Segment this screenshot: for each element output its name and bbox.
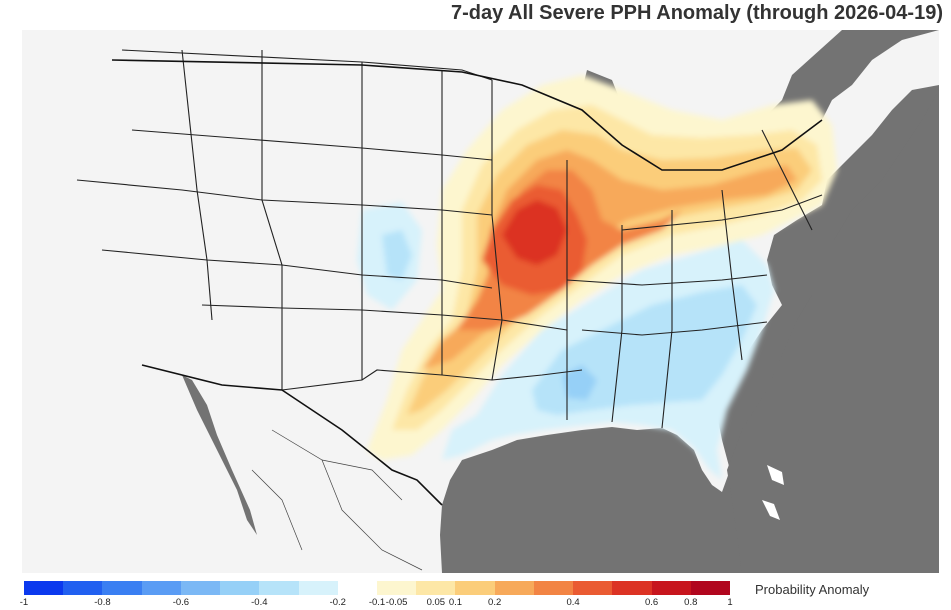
map-panel: [22, 30, 939, 573]
anomaly-layer: [357, 75, 837, 480]
map-title: 7-day All Severe PPH Anomaly (through 20…: [450, 2, 943, 24]
colorbar-swatch: [376, 581, 417, 595]
gulf-of-california: [182, 375, 257, 535]
colorbar-swatch: [141, 581, 181, 595]
bahamas: [762, 465, 784, 520]
state-borders: [76, 49, 823, 429]
colorbar-swatch: [690, 581, 730, 595]
colorbar-swatch: [259, 581, 299, 595]
colorbar-swatch: [573, 581, 613, 595]
negative-anomaly-core: [562, 365, 597, 400]
colorbar-tick-label: 1: [727, 597, 733, 608]
colorbar-swatch: [24, 581, 64, 595]
atlantic-ocean: [727, 90, 939, 573]
colorbar-swatch: [337, 581, 377, 595]
colorbar-tick-label: 0.1: [448, 597, 463, 608]
colorbar-swatch: [220, 581, 260, 595]
map-canvas: [22, 30, 939, 573]
colorbar-tick-label: -0.1: [368, 597, 386, 608]
colorbar-swatch: [180, 581, 221, 595]
colorbar-swatch: [298, 581, 338, 595]
colorbar-tick-label: 0.6: [644, 597, 659, 608]
colorbar-tick-label: 0.8: [684, 597, 698, 608]
colorbar-swatch: [102, 581, 142, 595]
colorbar-tick-label: -0.2: [329, 597, 346, 608]
colorbar-tick-label: -0.4: [251, 597, 268, 608]
national-borders: [111, 59, 823, 506]
colorbar-tick-label: 0.05: [426, 597, 446, 608]
colorbar-tick-label: 0.2: [488, 597, 502, 608]
colorbar-tick-label: -1: [19, 597, 29, 608]
colorbar-tick-label: 0.4: [566, 597, 580, 608]
colorbar: [24, 581, 730, 595]
positive-anomaly-core: [502, 200, 567, 265]
colorbar-swatch: [416, 581, 456, 595]
colorbar-label: Probability Anomaly: [755, 582, 870, 597]
colorbar-swatch: [651, 581, 691, 595]
colorbar-swatch: [612, 581, 652, 595]
negative-anomaly-plains: [382, 230, 412, 280]
colorbar-tick-label: -0.05: [385, 597, 408, 608]
colorbar-swatch: [63, 581, 103, 595]
colorbar-tick-label: -0.8: [94, 597, 111, 608]
colorbar-swatch: [455, 581, 495, 595]
mexico-state-borders: [251, 429, 423, 571]
colorbar-tick-label: -0.6: [172, 597, 190, 608]
colorbar-swatch: [533, 581, 574, 595]
colorbar-swatch: [494, 581, 534, 595]
